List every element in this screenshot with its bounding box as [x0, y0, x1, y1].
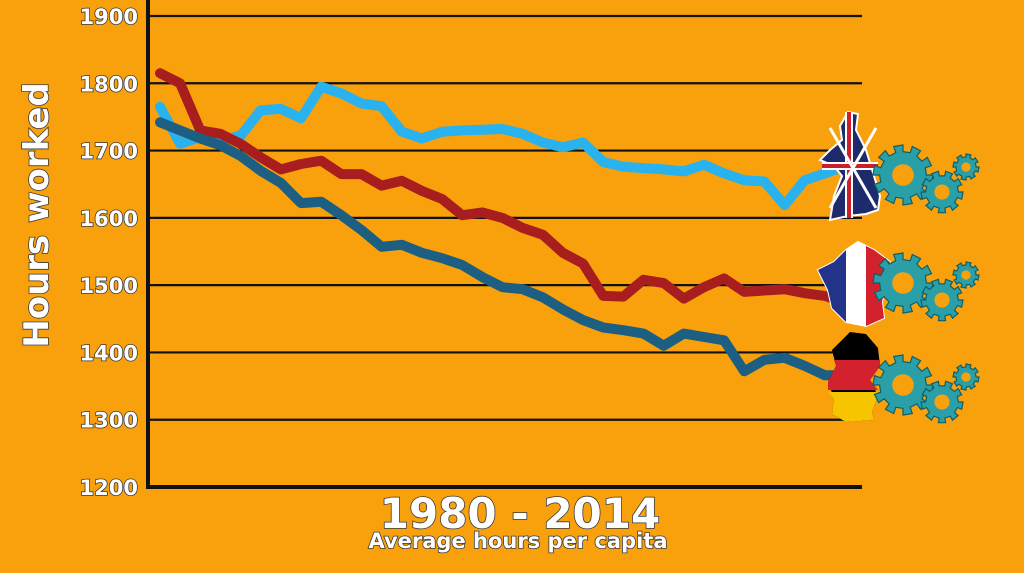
y-tick-label: 1200: [80, 476, 138, 500]
chart-subtitle: Average hours per capita: [368, 529, 667, 553]
united-kingdom-flag-icon: [818, 110, 882, 222]
gear-icon: [872, 252, 934, 314]
y-tick-label: 1600: [80, 207, 138, 231]
series-line-france: [155, 68, 850, 308]
y-tick-label: 1900: [80, 5, 138, 29]
y-tick-label: 1300: [80, 409, 138, 433]
series-line-germany: [155, 117, 850, 381]
y-axis-tick-labels: 1200 1300 1400 1500 1600 1700 1800 1900: [79, 4, 139, 501]
y-tick-label: 1700: [80, 140, 138, 164]
germany-flag-icon: [828, 332, 880, 422]
y-axis-label: Hours worked: [17, 82, 57, 348]
gear-icon: [920, 278, 964, 322]
y-tick-label: 1400: [80, 341, 138, 365]
france-gears-icon: [872, 252, 980, 322]
chart-title: 1980 - 2014: [380, 489, 660, 538]
series-line-united-kingdom: [155, 81, 850, 211]
y-tick-label: 1500: [80, 274, 138, 298]
gear-icon: [920, 170, 964, 214]
y-tick-label: 1800: [80, 72, 138, 96]
gear-icon: [952, 363, 980, 391]
gear-icon: [920, 380, 964, 424]
gear-icon: [952, 261, 980, 289]
gear-icon: [872, 144, 934, 206]
germany-gears-icon: [872, 354, 980, 424]
gear-icon: [872, 354, 934, 416]
uk-gears-icon: [872, 144, 980, 214]
gear-icon: [952, 153, 980, 181]
series-lines: [155, 68, 850, 381]
